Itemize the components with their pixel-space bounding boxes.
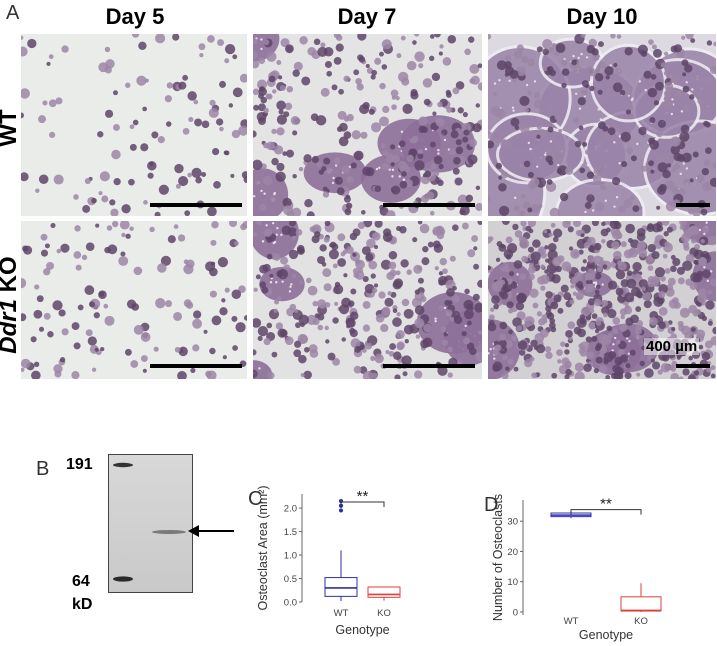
y-tick-label: 2.0 (284, 504, 297, 515)
y-tick-label: 0.5 (284, 574, 297, 585)
day-header-7: Day 7 (337, 4, 397, 29)
ladder-band-191 (113, 462, 133, 468)
outlier-point (338, 508, 344, 513)
x-tick-label: WT (564, 616, 579, 627)
chart-osteoclast-area: 0.0 0.5 1.0 1.5 2.0 Osteoclast Area (mm²) Geno… (256, 485, 401, 637)
blot-image (109, 455, 192, 592)
ko-gene-label: Ddr1 (0, 299, 22, 354)
blot-unit-kd: kD (72, 596, 93, 613)
x-tick-label: KO (377, 608, 391, 619)
micrograph-texture (21, 34, 247, 216)
x-tick-label: KO (634, 616, 648, 627)
scale-bar (676, 364, 710, 368)
y-tick-label: 10 (507, 577, 518, 588)
panel-a-letter: A (6, 2, 20, 24)
micrograph-wt-day7 (253, 34, 482, 216)
panel-c-letter: C (248, 488, 263, 510)
significance-label: ** (600, 496, 612, 513)
blot-marker-64: 64 (72, 573, 90, 590)
y-tick-label: 0 (513, 607, 518, 618)
day-header-5: Day 5 (105, 4, 165, 29)
x-axis-label: Genotype (579, 628, 633, 642)
day-header-10: Day 10 (566, 4, 638, 29)
micrograph-texture (488, 221, 716, 379)
scale-bar (383, 364, 475, 368)
micrograph-ko-day10 (488, 221, 716, 379)
scale-bar (150, 364, 242, 368)
y-tick-label: 30 (507, 517, 518, 528)
band-arrow-icon (188, 525, 234, 537)
scale-bar (150, 203, 242, 207)
scale-bar (383, 203, 475, 207)
box-ko (367, 586, 401, 601)
x-tick-label: WT (334, 608, 349, 619)
western-blot (108, 454, 193, 593)
ko-suffix-label: KO (0, 256, 22, 293)
micrograph-wt-day10 (488, 34, 716, 216)
y-axis-label: Number of Osteoclasts (491, 494, 505, 621)
blot-marker-191: 191 (66, 456, 93, 473)
micrograph-texture (488, 34, 716, 216)
scale-label: 400 µm (644, 338, 700, 355)
micrograph-ko-day7 (253, 221, 482, 379)
y-tick-label: 0.0 (284, 598, 297, 609)
micrograph-texture (253, 221, 482, 379)
panel-b-letter: B (36, 458, 50, 480)
scale-bar (676, 203, 710, 207)
ddr1-band (152, 530, 186, 534)
y-tick-label: 1.0 (284, 551, 297, 562)
micrograph-texture (253, 34, 482, 216)
panel-d-letter: D (484, 494, 499, 516)
y-axis-label: Osteoclast Area (mm²) (256, 485, 270, 610)
significance-label: ** (357, 488, 369, 505)
micrograph-ko-day5 (21, 221, 247, 379)
y-tick-label: 20 (507, 547, 518, 558)
y-tick-label: 1.5 (284, 527, 297, 538)
x-axis-label: Genotype (335, 623, 389, 637)
micrograph-wt-day5 (21, 34, 247, 216)
box-ko (620, 583, 662, 612)
micrograph-texture (21, 221, 247, 379)
box-wt (324, 498, 358, 602)
ladder-band-64 (113, 576, 133, 582)
